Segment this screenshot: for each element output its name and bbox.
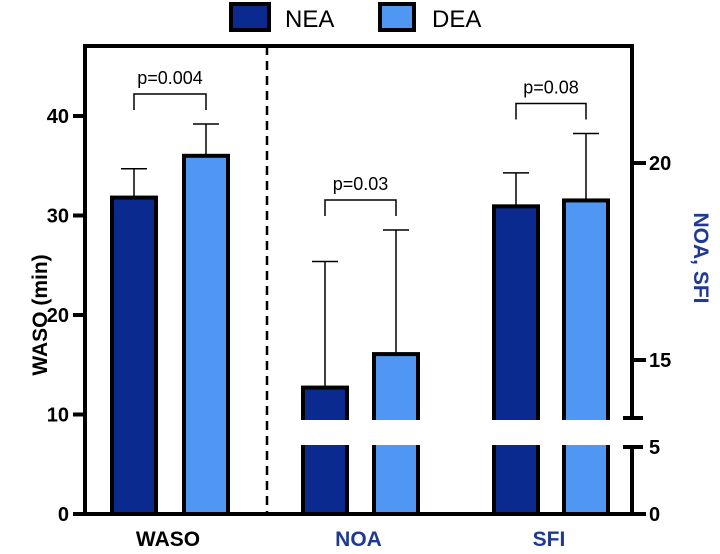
- left-tick-label: 0: [58, 504, 69, 526]
- left-tick-label: 30: [47, 206, 69, 228]
- right-axis-label: NOA, SFI: [689, 212, 712, 303]
- bar-noa-nea: [301, 385, 349, 516]
- bar-sfi-nea: [492, 204, 540, 516]
- legend-label-nea: NEA: [285, 6, 334, 33]
- legend-swatch-nea: [229, 2, 271, 32]
- significance-bracket: [324, 199, 397, 216]
- category-label-noa: NOA: [335, 528, 382, 551]
- right-tick-label: 0: [649, 504, 660, 526]
- right-tick-label: 5: [649, 437, 660, 459]
- p-value-label: p=0.03: [333, 174, 389, 194]
- significance-bracket: [133, 93, 207, 110]
- bar-sfi-dea: [562, 198, 610, 516]
- legend-label-dea: DEA: [432, 6, 481, 33]
- significance-bracket: [515, 102, 587, 120]
- p-value-label: p=0.004: [137, 68, 203, 88]
- p-value-label: p=0.08: [523, 77, 579, 97]
- left-tick-label: 40: [47, 106, 69, 128]
- left-axis-label: WASO (min): [29, 254, 52, 375]
- left-tick-label: 20: [47, 305, 69, 327]
- legend: NEA DEA: [229, 2, 481, 33]
- category-label-sfi: SFI: [533, 528, 566, 551]
- category-label-waso: WASO: [136, 528, 200, 551]
- bar-waso-nea: [110, 195, 158, 516]
- legend-swatch-dea: [378, 2, 416, 32]
- right-tick-label: 20: [649, 153, 671, 175]
- bar-waso-dea: [182, 153, 230, 517]
- right-tick-label: 15: [649, 350, 671, 372]
- left-tick-label: 10: [47, 405, 69, 427]
- axis-break-band: [290, 420, 625, 445]
